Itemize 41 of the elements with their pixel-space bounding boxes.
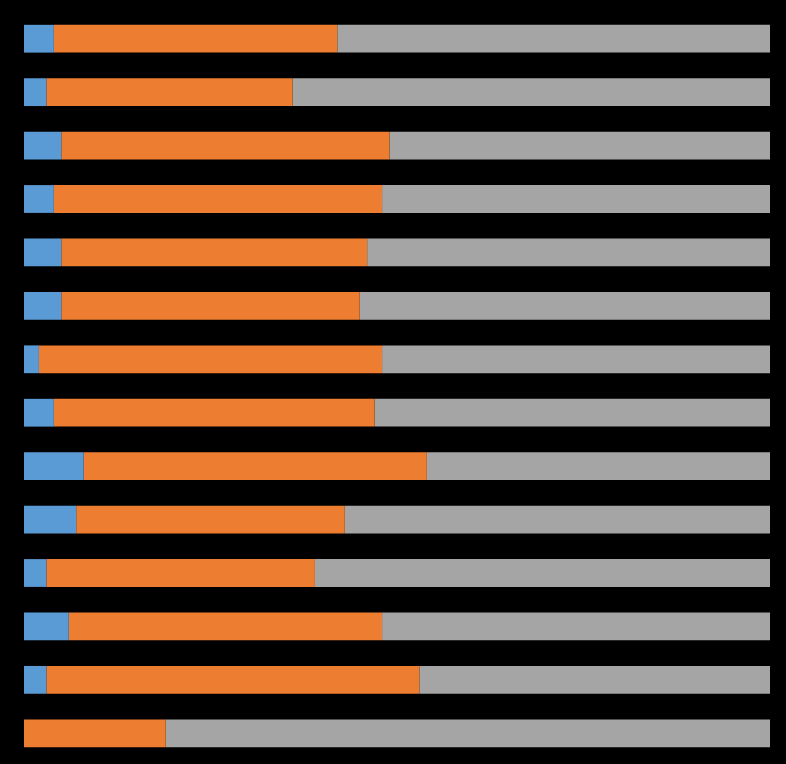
- bar: [367, 238, 770, 267]
- bar: [374, 398, 770, 427]
- bar: [61, 238, 368, 267]
- bar: [53, 185, 383, 213]
- bar: [24, 78, 47, 107]
- bar: [53, 398, 375, 427]
- bar: [359, 291, 770, 320]
- bar: [419, 665, 770, 694]
- bar: [68, 612, 383, 641]
- bar: [314, 559, 770, 587]
- bar: [24, 505, 77, 534]
- bar: [24, 345, 39, 374]
- bar: [24, 559, 47, 587]
- bar: [24, 665, 47, 694]
- bar: [53, 24, 338, 53]
- bar: [24, 719, 166, 748]
- bar: [24, 238, 62, 267]
- bar: [24, 452, 84, 481]
- bar: [46, 559, 315, 587]
- bar: [24, 291, 62, 320]
- bar: [46, 665, 420, 694]
- bar: [292, 78, 770, 107]
- bar: [389, 131, 770, 160]
- bar: [24, 612, 69, 641]
- bar: [382, 612, 770, 641]
- bar: [382, 345, 770, 374]
- bar: [76, 505, 345, 534]
- bar: [24, 131, 62, 160]
- bar: [24, 398, 54, 427]
- bar: [46, 78, 293, 107]
- bar: [61, 291, 360, 320]
- bar: [344, 505, 770, 534]
- bar: [24, 24, 54, 53]
- bar: [426, 452, 770, 481]
- bar: [83, 452, 427, 481]
- bar: [165, 719, 770, 748]
- bar: [61, 131, 390, 160]
- bar: [24, 185, 54, 213]
- bar: [337, 24, 770, 53]
- bar: [382, 185, 770, 213]
- bar: [38, 345, 383, 374]
